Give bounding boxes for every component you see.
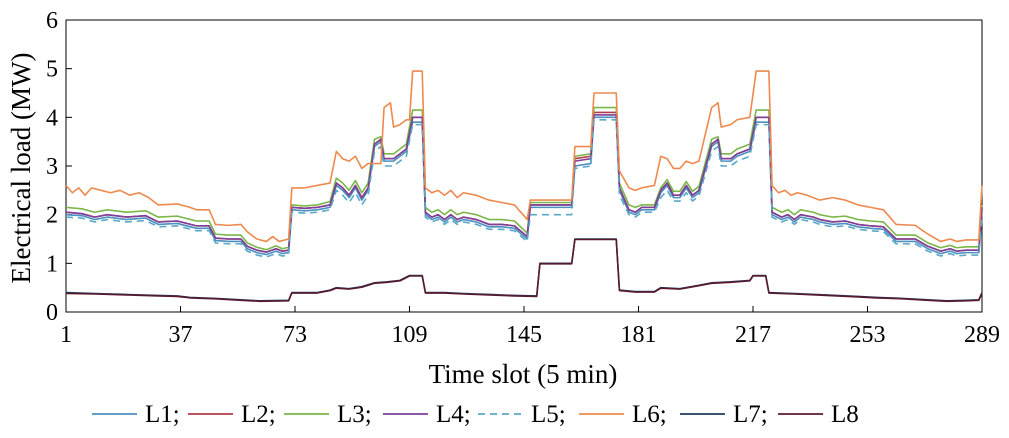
series-line-l4 — [65, 114, 983, 253]
series-line-l3 — [65, 106, 983, 251]
series-layer — [65, 70, 983, 303]
x-tick-label-3: 109 — [392, 322, 428, 348]
x-tick-label-0: 1 — [60, 322, 72, 348]
y-tick-label-5: 5 — [46, 57, 58, 83]
legend-label-l8: L8 — [831, 401, 859, 428]
legend-label-l7: L7; — [733, 401, 768, 428]
legend-label-l6: L6; — [632, 401, 667, 428]
legend-label-l4: L4; — [436, 401, 471, 428]
series-line-l6 — [65, 70, 983, 243]
series-line-l8 — [65, 238, 983, 303]
legend-label-l3: L3; — [337, 401, 372, 428]
y-tick-label-4: 4 — [46, 105, 58, 131]
legend: L1; L2; L3; L4; L5; L6; L7; L8 — [92, 401, 859, 428]
x-tick-label-7: 253 — [850, 322, 886, 348]
y-tick-label-2: 2 — [46, 203, 58, 229]
legend-label-l2: L2; — [241, 401, 276, 428]
legend-label-l1: L1; — [145, 401, 180, 428]
x-axis-label: Time slot (5 min) — [429, 359, 618, 389]
x-tick-label-8: 289 — [964, 322, 1000, 348]
x-tick-label-6: 217 — [735, 322, 771, 348]
y-tick-label-6: 6 — [46, 8, 58, 34]
series-line-l7 — [65, 238, 983, 302]
legend-label-l5: L5; — [531, 401, 566, 428]
y-tick-label-3: 3 — [46, 154, 58, 180]
x-tick-label-1: 37 — [169, 322, 193, 348]
y-tick-label-0: 0 — [46, 300, 58, 326]
y-tick-label-1: 1 — [46, 251, 58, 277]
plot-frame — [65, 19, 983, 313]
y-axis-label: Electrical load (MW) — [6, 53, 36, 284]
x-tick-label-2: 73 — [283, 322, 307, 348]
series-line-l1 — [65, 116, 983, 256]
x-tick-label-5: 181 — [621, 322, 657, 348]
x-tick-label-4: 145 — [506, 322, 542, 348]
series-line-l5 — [65, 118, 983, 258]
